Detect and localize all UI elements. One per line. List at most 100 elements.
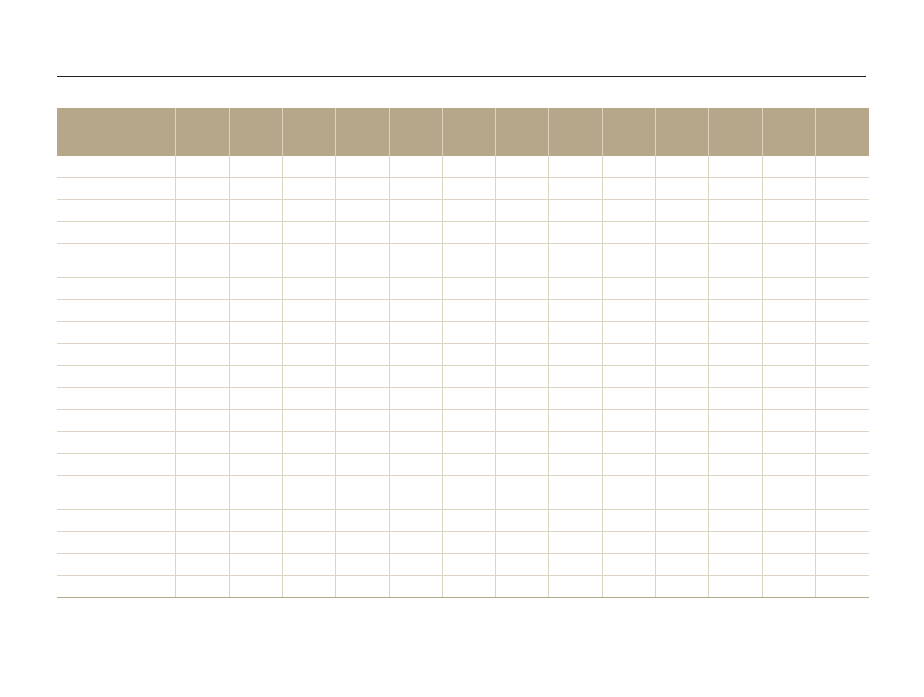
table-cell: [654, 365, 708, 388]
table-cell: [547, 299, 602, 322]
table-cell: [601, 343, 655, 366]
table-cell: [814, 575, 869, 598]
table-cell: [547, 575, 602, 598]
table-row: [57, 475, 869, 510]
table-cell: [601, 509, 655, 532]
table-cell: [174, 453, 229, 476]
table-cell: [494, 199, 548, 222]
table-cell: [441, 243, 495, 278]
table-cell: [654, 575, 708, 598]
table-cell: [228, 575, 282, 598]
table-cell: [441, 343, 495, 366]
table-cell: [281, 509, 335, 532]
table-cell: [494, 299, 548, 322]
table-cell: [174, 156, 229, 178]
table-cell: [334, 299, 389, 322]
table-cell: [601, 365, 655, 388]
table-cell: [228, 387, 282, 410]
table-cell: [494, 453, 548, 476]
table-cell: [57, 387, 175, 410]
table-cell: [814, 453, 869, 476]
table-cell: [547, 365, 602, 388]
table-cell: [388, 409, 442, 432]
table-cell: [57, 177, 175, 200]
table-cell: [281, 321, 335, 344]
column-header: [761, 108, 815, 156]
table-cell: [441, 509, 495, 532]
table-cell: [334, 221, 389, 244]
table-cell: [654, 199, 708, 222]
header-rule: [57, 76, 866, 77]
table-cell: [761, 343, 815, 366]
table-cell: [761, 575, 815, 598]
table-cell: [441, 321, 495, 344]
table-cell: [761, 387, 815, 410]
column-header: [388, 108, 442, 156]
column-header: [228, 108, 282, 156]
table-cell: [441, 453, 495, 476]
table-cell: [281, 299, 335, 322]
table-cell: [761, 321, 815, 344]
table-row: [57, 199, 869, 222]
table-cell: [547, 277, 602, 300]
table-cell: [281, 243, 335, 278]
table-cell: [601, 321, 655, 344]
table-cell: [707, 321, 762, 344]
table-cell: [388, 321, 442, 344]
table-cell: [174, 199, 229, 222]
table-cell: [654, 475, 708, 510]
table-cell: [601, 299, 655, 322]
table-cell: [814, 531, 869, 554]
table-header-row: [57, 108, 869, 156]
table-cell: [814, 475, 869, 510]
table-cell: [441, 365, 495, 388]
table-cell: [654, 243, 708, 278]
column-header: [494, 108, 548, 156]
table-cell: [547, 243, 602, 278]
table-cell: [228, 199, 282, 222]
table-cell: [57, 531, 175, 554]
table-row: [57, 453, 869, 476]
table-cell: [334, 321, 389, 344]
table-cell: [228, 509, 282, 532]
table-cell: [707, 365, 762, 388]
table-cell: [57, 509, 175, 532]
table-cell: [494, 387, 548, 410]
table-cell: [281, 156, 335, 178]
table-cell: [814, 365, 869, 388]
table-cell: [281, 475, 335, 510]
table-cell: [281, 365, 335, 388]
column-header: [174, 108, 229, 156]
table-cell: [814, 343, 869, 366]
table-cell: [441, 553, 495, 576]
table-cell: [547, 177, 602, 200]
table-cell: [57, 475, 175, 510]
table-cell: [174, 221, 229, 244]
table-cell: [388, 575, 442, 598]
table-cell: [707, 387, 762, 410]
table-cell: [334, 553, 389, 576]
table-cell: [761, 177, 815, 200]
table-cell: [547, 531, 602, 554]
table-cell: [334, 575, 389, 598]
table-cell: [761, 299, 815, 322]
table-cell: [228, 453, 282, 476]
table-cell: [494, 575, 548, 598]
table-row: [57, 409, 869, 432]
table-cell: [494, 221, 548, 244]
table-cell: [334, 243, 389, 278]
column-header: [707, 108, 762, 156]
table-cell: [228, 365, 282, 388]
table-cell: [547, 321, 602, 344]
table-cell: [334, 431, 389, 454]
table-cell: [814, 553, 869, 576]
table-cell: [494, 365, 548, 388]
table-cell: [814, 199, 869, 222]
table-cell: [547, 409, 602, 432]
table-row: [57, 575, 869, 598]
table-cell: [57, 199, 175, 222]
table-cell: [334, 156, 389, 178]
table-row: [57, 243, 869, 278]
table-cell: [441, 221, 495, 244]
table-cell: [388, 365, 442, 388]
